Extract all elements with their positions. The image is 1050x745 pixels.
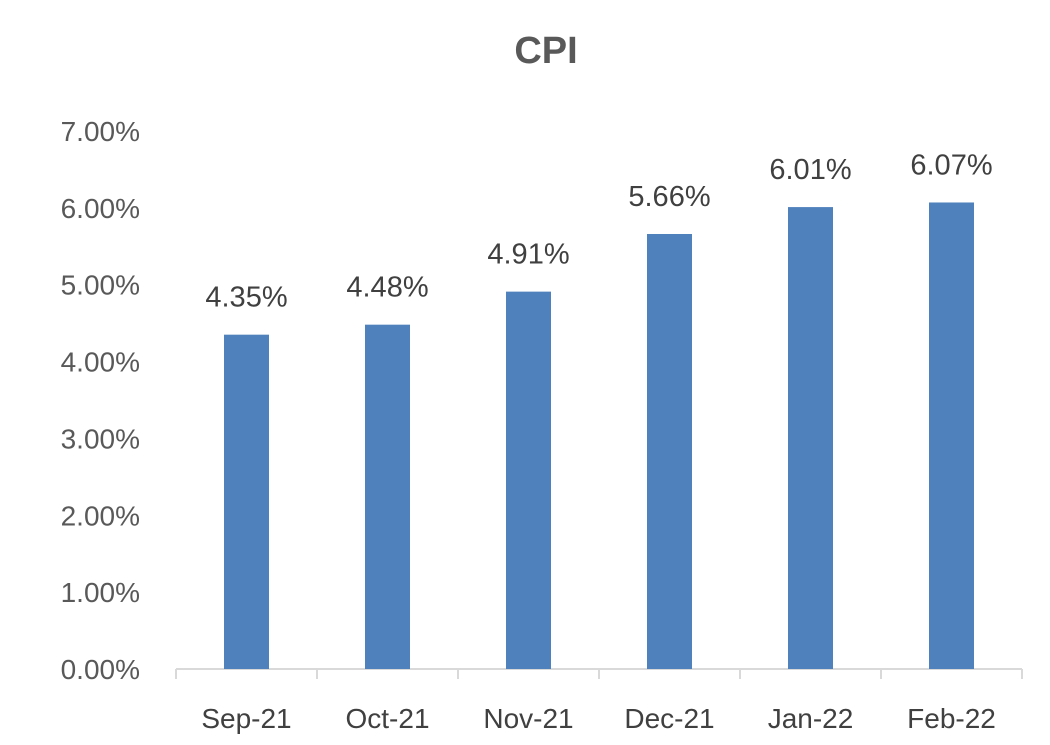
data-label: 6.01% (769, 154, 851, 186)
x-tick-label: Feb-22 (907, 703, 996, 734)
data-label: 4.91% (487, 239, 569, 271)
data-label: 4.48% (346, 272, 428, 304)
data-label: 4.35% (205, 282, 287, 314)
y-tick-label: 7.00% (61, 116, 140, 147)
y-tick-label: 1.00% (61, 577, 140, 608)
data-label: 5.66% (628, 181, 710, 213)
chart-title: CPI (514, 30, 577, 72)
bar-jan-22 (788, 207, 833, 670)
y-tick-label: 2.00% (61, 500, 140, 531)
data-label: 6.07% (910, 149, 992, 181)
y-tick-label: 3.00% (61, 423, 140, 454)
bar-sep-21 (224, 334, 269, 669)
bar-oct-21 (365, 324, 410, 669)
x-tick-label: Jan-22 (768, 703, 854, 734)
bar-nov-21 (506, 291, 551, 669)
x-tick-label: Sep-21 (201, 703, 291, 734)
bar-dec-21 (647, 233, 692, 669)
y-tick-label: 6.00% (61, 193, 140, 224)
data-labels: 4.35% 4.48% 4.91% 5.66% 6.01% 6.07% (205, 149, 992, 313)
y-tick-label: 4.00% (61, 347, 140, 378)
bar-feb-22 (929, 202, 974, 669)
y-tick-label: 5.00% (61, 270, 140, 301)
x-tick-label: Nov-21 (483, 703, 573, 734)
bar-series (224, 202, 974, 670)
y-axis: 0.00% 1.00% 2.00% 3.00% 4.00% 5.00% 6.00% 7.00% (61, 116, 140, 685)
x-axis: Sep-21 Oct-21 Nov-21 Dec-21 Jan-22 Feb-22 (175, 668, 1023, 734)
x-tick-label: Oct-21 (345, 703, 429, 734)
x-tick-label: Dec-21 (624, 703, 714, 734)
y-tick-label: 0.00% (61, 654, 140, 685)
